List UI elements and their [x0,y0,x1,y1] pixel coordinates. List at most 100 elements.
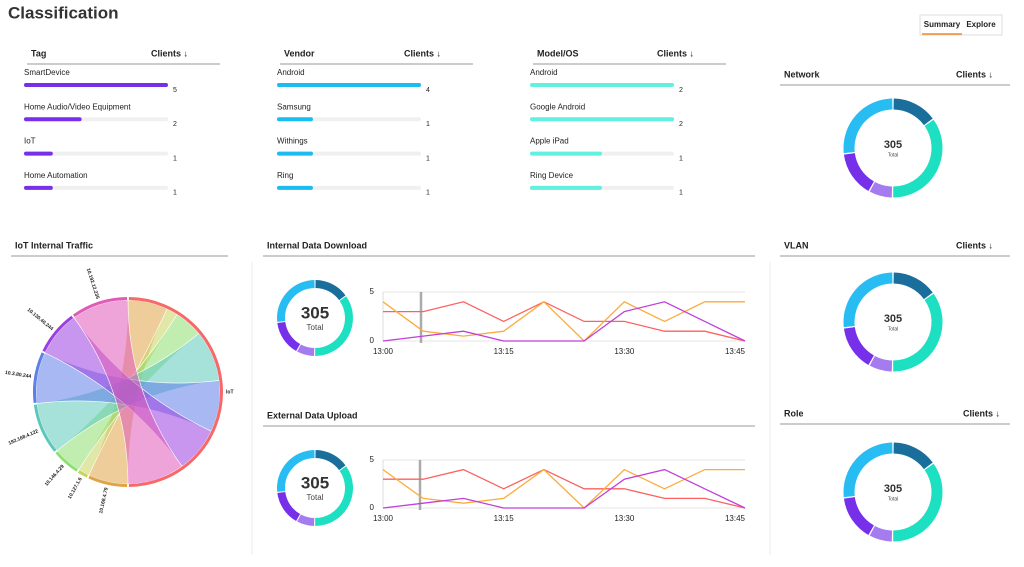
chord-arc [42,315,74,353]
row-value: 1 [679,155,683,162]
sort-control[interactable]: Clients ↓ [657,48,694,58]
sort-control[interactable]: Clients ↓ [963,408,1000,418]
donut-total-label: Total [888,326,899,332]
row-label: Home Audio/Video Equipment [24,102,131,111]
series-line [382,468,746,509]
donut-segment [314,466,353,526]
donut-total-label: Total [307,493,324,502]
series-line [383,468,746,509]
tab-bar [919,14,1003,36]
donut-segment [314,296,353,356]
row-value: 2 [173,121,177,128]
donut-segment [843,152,875,191]
row-label: Ring Device [530,171,574,180]
bar-track [277,185,421,190]
row-label: Apple iPad [530,137,569,146]
donut-segment [892,293,943,372]
donut-segment [843,496,875,535]
row-label: IoT [24,137,36,146]
row-value: 4 [426,87,430,94]
donut-segment [893,442,933,470]
donut-segment [297,514,315,526]
bar [277,117,313,122]
bar-track [24,151,168,156]
row-value: 2 [679,121,683,128]
donut-segment [892,119,943,198]
y-tick-label: 5 [370,455,375,464]
x-tick-label: 13:30 [614,514,635,523]
donut-segment [893,98,933,126]
donut-segment [869,355,893,372]
x-tick-label: 13:00 [373,347,394,356]
panel-title: Vendor [284,48,315,58]
chord-arc [88,475,128,487]
page-title: Classification [8,3,119,22]
row-value: 5 [173,87,177,94]
panel-title: Model/OS [537,48,579,58]
row-value: 1 [426,155,430,162]
node-label: 10.168.4.79 [98,487,110,514]
panel-title: VLAN [784,240,809,250]
sort-control[interactable]: Clients ↓ [404,48,441,58]
sort-control[interactable]: Clients ↓ [151,48,188,58]
donut-segment [869,525,893,542]
donut-total-label: Total [307,323,324,332]
row-value: 2 [679,87,683,94]
node-label: 10.130.40.244 [26,307,55,332]
donut-segment [869,181,893,198]
x-tick-label: 13:15 [494,514,515,523]
donut-segment [315,450,346,471]
y-tick-label: 5 [370,287,375,296]
donut-total: 305 [301,473,329,492]
chord-diagram: IoT 10.168.4.79 10.127.1.610.146.4.29192.1… [5,268,234,515]
donut-segment [277,491,301,521]
y-tick-label: 0 [370,336,375,345]
bar-track [24,185,168,190]
row-value: 1 [173,155,177,162]
donut-total: 305 [884,313,902,325]
bar [24,83,168,87]
panel-title: Tag [31,48,46,58]
bar [277,83,421,87]
bar [530,117,674,122]
donut-segment [893,272,933,300]
donut-segment [297,344,315,356]
row-value: 1 [426,121,430,128]
tab[interactable]: Summary [924,20,961,29]
panel-title: Internal Data Download [267,240,367,250]
chord-arc [55,451,78,472]
donut-segment [277,280,315,322]
donut-segment [843,442,893,498]
bar-track [277,151,421,156]
donut-total-label: Total [888,496,899,502]
bar [277,151,313,156]
row-value: 1 [426,190,430,197]
sort-control[interactable]: Clients ↓ [956,240,993,250]
bar [24,117,82,122]
donut-total: 305 [884,483,902,495]
chord-arc [33,352,45,403]
tab[interactable]: Explore [966,20,996,29]
sort-control[interactable]: Clients ↓ [956,69,993,79]
row-label: SmartDevice [24,68,70,77]
node-label: 192.168.4.122 [8,428,40,446]
row-label: Withings [277,137,308,146]
x-tick-label: 13:45 [725,514,746,523]
bar [24,151,53,156]
node-label: 10.192.12.235 [85,268,101,300]
row-label: Samsung [277,102,311,111]
panel-title: Network [784,69,821,79]
x-tick-label: 13:30 [614,347,635,356]
bar-track [277,117,421,122]
donut-segment [843,98,893,154]
donut-segment [843,326,875,365]
donut-segment [843,272,893,328]
donut-segment [892,463,943,542]
row-label: Google Android [530,102,585,111]
row-value: 1 [173,190,177,197]
donut-total: 305 [301,303,329,322]
bar [277,185,313,190]
chord-arc [128,297,223,487]
donut-segment [277,321,301,351]
